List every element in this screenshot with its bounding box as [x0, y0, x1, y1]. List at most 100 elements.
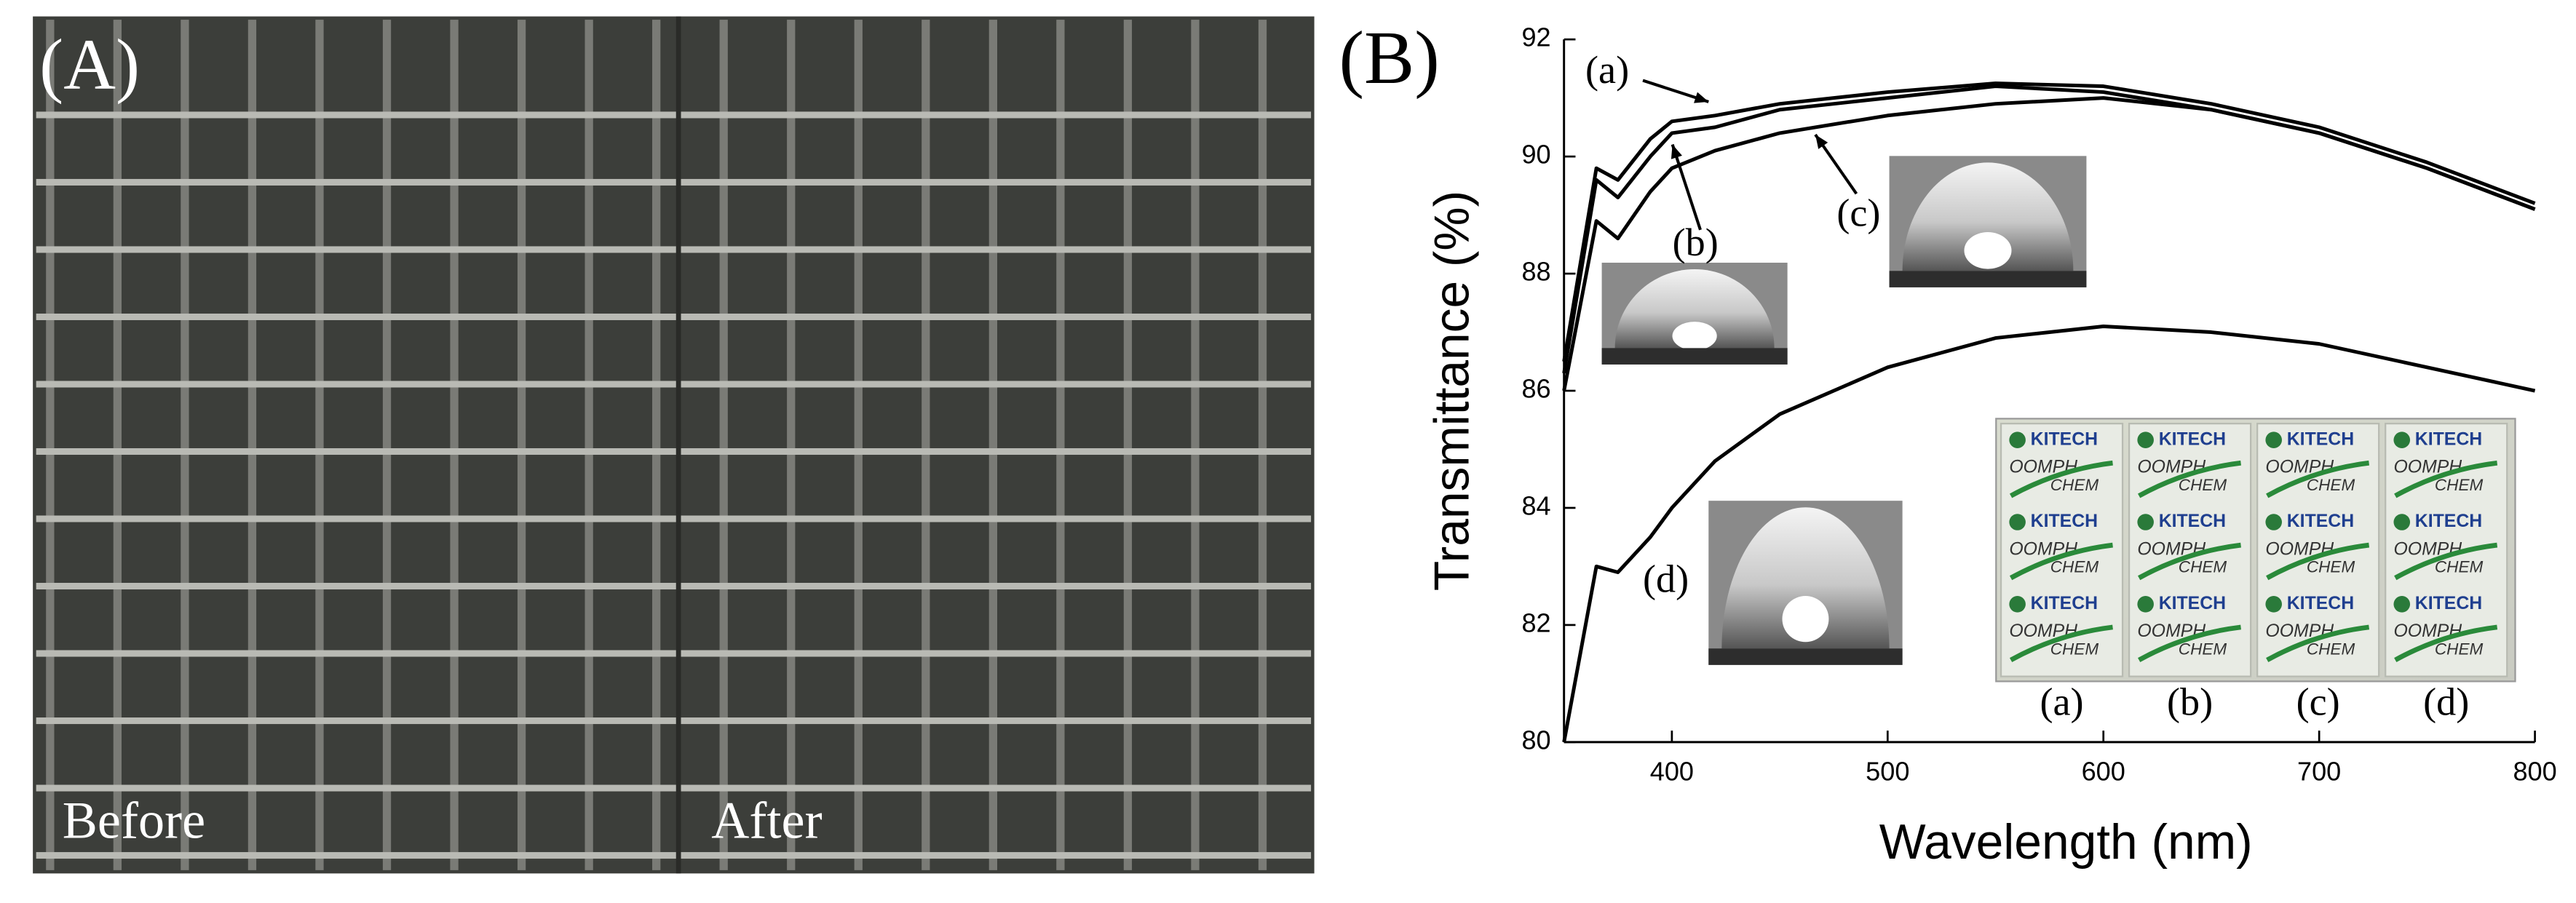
substrate [1601, 348, 1788, 365]
droplet [1614, 269, 1775, 349]
droplet [1721, 507, 1890, 649]
y-tick-label: 82 [1521, 608, 1550, 637]
logo-text: CHEM [2050, 640, 2099, 658]
logo-mark [2009, 596, 2026, 613]
logo-text: KITECH [2031, 512, 2098, 531]
logo-text: CHEM [2435, 558, 2484, 576]
mesh-wire [1056, 20, 1065, 870]
logo-swoosh [2009, 624, 2113, 663]
logo-swoosh [2009, 460, 2113, 498]
x-tick-label: 500 [1866, 756, 1909, 786]
mesh-wire [36, 784, 1312, 792]
y-tick-label: 86 [1521, 374, 1550, 404]
y-tick-label: 92 [1521, 23, 1550, 52]
mesh-wire [584, 20, 593, 870]
mesh-wire [247, 20, 257, 870]
logo-mark [2137, 514, 2154, 530]
logo-swoosh [2394, 624, 2498, 663]
mesh-wire [1123, 20, 1133, 870]
logo-swoosh [2137, 542, 2241, 581]
mesh-wire [36, 246, 1312, 253]
logo-text: KITECH [2287, 429, 2354, 449]
logo-swoosh [2137, 460, 2241, 498]
mesh-wire [988, 20, 998, 870]
mesh-wire [382, 20, 392, 870]
mesh-wire [652, 20, 661, 870]
mesh-wire [787, 20, 796, 870]
mesh-wire [36, 111, 1312, 119]
mesh-wire [46, 20, 55, 870]
logo-swoosh [2137, 624, 2241, 663]
mesh-wire [36, 650, 1312, 657]
data-line [1562, 96, 2536, 391]
mesh-wire [922, 20, 930, 870]
y-tick-label: 84 [1521, 491, 1550, 521]
mesh-wire [1191, 20, 1200, 870]
droplet [1902, 162, 2074, 271]
logo-text: KITECH [2287, 512, 2354, 531]
mesh-wire [719, 20, 728, 870]
mesh-wire [36, 583, 1312, 590]
photo-panel: (A) Before After [33, 16, 1315, 874]
sample-label: (b) [2167, 680, 2213, 724]
logo-text: KITECH [2159, 594, 2226, 613]
logo-mark [2265, 431, 2282, 448]
mesh-wire [36, 447, 1312, 456]
mesh-wire [854, 20, 863, 870]
curve-label: (b) [1673, 220, 1719, 264]
arrow-head [1815, 135, 1828, 149]
mesh-wire [36, 717, 1312, 725]
caption: Before [63, 792, 205, 850]
logo-text: CHEM [2179, 476, 2227, 494]
curve-label: (d) [1643, 557, 1689, 600]
logo-mark [2137, 431, 2154, 448]
logo-swoosh [2266, 460, 2370, 498]
sample-label: (d) [2423, 680, 2469, 724]
x-tick-label: 700 [2297, 756, 2341, 786]
logo-text: CHEM [2307, 558, 2355, 576]
y-tick-label: 90 [1521, 140, 1550, 170]
substrate [1889, 271, 2087, 287]
logo-text: KITECH [2159, 512, 2226, 531]
logo-mark [2137, 596, 2154, 613]
arrow-head [1694, 92, 1709, 103]
mesh-wire [1258, 20, 1267, 870]
logo-text: CHEM [2307, 476, 2355, 494]
logo-text: CHEM [2050, 558, 2099, 576]
sample-label: (c) [2296, 680, 2340, 724]
logo-mark [2393, 431, 2411, 448]
logo-text: CHEM [2435, 476, 2484, 494]
x-tick-label: 800 [2513, 756, 2556, 786]
logo-mark [2009, 431, 2026, 448]
data-line [1562, 81, 2536, 362]
arrow-head [1671, 144, 1682, 159]
logo-text: KITECH [2159, 429, 2226, 449]
data-line [1562, 325, 2536, 743]
substrate [1708, 648, 1903, 665]
curve-label: (c) [1836, 191, 1880, 234]
x-axis-label: Wavelength (nm) [1879, 815, 2253, 870]
logo-mark [2009, 514, 2026, 530]
arrow [1671, 143, 1702, 231]
logo-text: KITECH [2415, 429, 2482, 449]
logo-swoosh [2266, 542, 2370, 581]
plot-panel: (B) 80 82 84 86 88 90 92 400 500 600 700 800 Waveleng… [1339, 17, 2556, 870]
mesh-wire [517, 20, 526, 870]
x-tick-label: 600 [2082, 756, 2125, 786]
mesh-wire [450, 20, 459, 870]
logo-text: KITECH [2287, 594, 2354, 613]
photo-background [33, 16, 1315, 874]
mesh-wire [113, 20, 122, 870]
logo-swoosh [2394, 460, 2498, 498]
mesh-wire [315, 20, 324, 870]
mesh-wire [36, 852, 1312, 859]
y-axis-label: Transmittance (%) [1425, 191, 1480, 591]
droplet-highlight [1964, 232, 2012, 269]
logo-text: CHEM [2179, 640, 2227, 658]
sample-label: (a) [2040, 680, 2083, 724]
droplet-highlight [1672, 322, 1717, 351]
logo-swoosh [2266, 624, 2370, 663]
mesh-wire [36, 178, 1312, 186]
